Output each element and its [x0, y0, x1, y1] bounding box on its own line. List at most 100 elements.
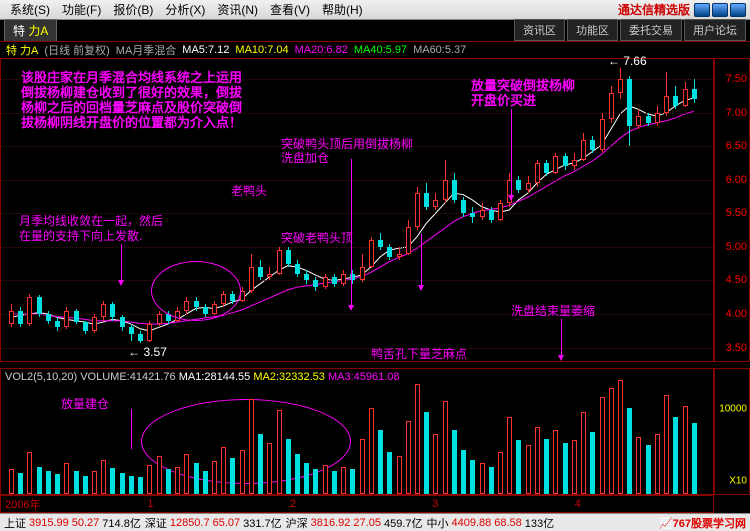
price-tick: 6.50	[726, 140, 747, 152]
stock-tab[interactable]: 特 力A	[4, 19, 57, 41]
volume-bar	[692, 423, 697, 494]
volume-bar	[184, 454, 189, 494]
panel-tab[interactable]: 委托交易	[620, 19, 682, 41]
panel-tab[interactable]: 功能区	[567, 19, 618, 41]
volume-bar	[397, 456, 402, 494]
annotation-text: 月季均线收敛在一起，然后	[19, 214, 163, 228]
stock-name: 特	[13, 24, 25, 38]
volume-bar	[443, 401, 448, 494]
stock-code: 力A	[28, 24, 48, 38]
volume-bar	[636, 437, 641, 494]
volume-bar	[664, 395, 669, 494]
volume-bar	[387, 452, 392, 494]
volume-bar	[646, 445, 651, 494]
panel-tab[interactable]: 资讯区	[514, 19, 565, 41]
volume-bar	[581, 412, 586, 494]
annotation-text: 洗盘结束量萎缩	[511, 304, 595, 318]
annotation-text: 鸭舌孔下量芝麻点	[371, 347, 467, 361]
volume-bar	[415, 384, 420, 494]
close-icon[interactable]	[730, 3, 746, 17]
volume-yaxis: 10000X10	[714, 368, 750, 495]
volume-info: VOL2(5,10,20) VOLUME:41421.76 MA1:28144.…	[5, 371, 400, 383]
volume-bar	[516, 440, 521, 494]
volume-bar	[369, 408, 374, 494]
menu-item[interactable]: 功能(F)	[56, 3, 107, 17]
volume-bar	[240, 450, 245, 494]
price-tick: 4.50	[726, 274, 747, 286]
price-yaxis: 3.50 4.00 4.50 5.00 5.50 6.00 6.50 7.00 7.50	[714, 58, 750, 362]
stock-title: 特 力A	[6, 42, 38, 58]
volume-bar	[212, 461, 217, 494]
volume-bar	[277, 410, 282, 494]
volume-bar	[627, 408, 632, 494]
volume-bar	[101, 460, 106, 494]
volume-bar	[563, 443, 568, 494]
menu-item[interactable]: 系统(S)	[4, 3, 56, 17]
volume-bar	[452, 430, 457, 494]
volume-bar	[313, 469, 318, 494]
menu-item[interactable]: 帮助(H)	[316, 3, 369, 17]
volume-bar	[461, 450, 466, 494]
volume-chart[interactable]: VOL2(5,10,20) VOLUME:41421.76 MA1:28144.…	[0, 368, 714, 495]
volume-bar	[110, 468, 115, 494]
price-chart[interactable]: ← 7.66← 3.57该股庄家在月季混合均线系统之上运用倒拔杨柳建仓收到了很好…	[0, 58, 714, 362]
volume-bar	[46, 471, 51, 495]
time-label: 2006年	[1, 496, 143, 512]
annotation-text: 在量的支持下向上发散.	[19, 229, 142, 243]
panel-tab[interactable]: 用户论坛	[684, 19, 746, 41]
app-brand: 通达信精选版	[618, 1, 694, 18]
volume-bar	[157, 456, 162, 494]
volume-bar	[249, 399, 254, 494]
annotation-ellipse	[151, 261, 241, 321]
time-label: 2	[286, 498, 428, 510]
price-tick: 5.50	[726, 207, 747, 219]
time-label: 4	[571, 498, 713, 510]
volume-bar	[332, 471, 337, 495]
time-label: 1	[143, 498, 285, 510]
volume-bar	[147, 465, 152, 494]
menu-item[interactable]: 查看(V)	[264, 3, 316, 17]
volume-bar	[553, 430, 558, 494]
volume-bar	[27, 452, 32, 494]
annotation-text: 放量突破倒拔杨柳	[471, 79, 575, 93]
volume-bar	[618, 380, 623, 494]
volume-bar	[609, 388, 614, 494]
volume-bar	[323, 465, 328, 494]
volume-bar	[295, 454, 300, 494]
time-axis: 2006年1234	[0, 495, 714, 513]
menu-item[interactable]: 资讯(N)	[211, 3, 264, 17]
menubar: 系统(S)功能(F)报价(B)分析(X)资讯(N)查看(V)帮助(H) 通达信精…	[0, 0, 750, 20]
annotation-ellipse	[141, 399, 351, 484]
volume-bar	[175, 467, 180, 494]
volume-bar	[526, 445, 531, 494]
annotation-text: 突破鸭头顶后用倒拔杨柳	[281, 137, 413, 151]
price-tick: 7.00	[726, 107, 747, 119]
statusbar: 上证3915.9950.27714.8亿 深证12850.765.07331.7…	[0, 513, 750, 531]
price-tick: 7.50	[726, 73, 747, 85]
volume-bar	[9, 469, 14, 494]
volume-bar	[194, 463, 199, 494]
volume-bar	[92, 471, 97, 495]
volume-bar	[507, 417, 512, 494]
volume-bar	[590, 432, 595, 494]
menu-item[interactable]: 报价(B)	[107, 3, 159, 17]
volume-bar	[378, 430, 383, 494]
annotation-text: 洗盘加仓	[281, 151, 329, 165]
volume-bar	[37, 467, 42, 494]
volume-bar	[498, 452, 503, 494]
volume-bar	[304, 463, 309, 494]
volume-bar	[683, 406, 688, 494]
maximize-icon[interactable]	[712, 3, 728, 17]
price-tick: 5.00	[726, 241, 747, 253]
volume-bar	[600, 397, 605, 494]
price-tick: 4.00	[726, 308, 747, 320]
price-tick: 6.00	[726, 174, 747, 186]
volume-bar	[360, 439, 365, 495]
menu-item[interactable]: 分析(X)	[159, 3, 211, 17]
minimize-icon[interactable]	[694, 3, 710, 17]
volume-bar	[535, 427, 540, 494]
ma-lines-overlay	[1, 59, 713, 361]
volume-bar	[350, 469, 355, 494]
price-tick: 3.50	[726, 342, 747, 354]
volume-bar	[258, 434, 263, 494]
